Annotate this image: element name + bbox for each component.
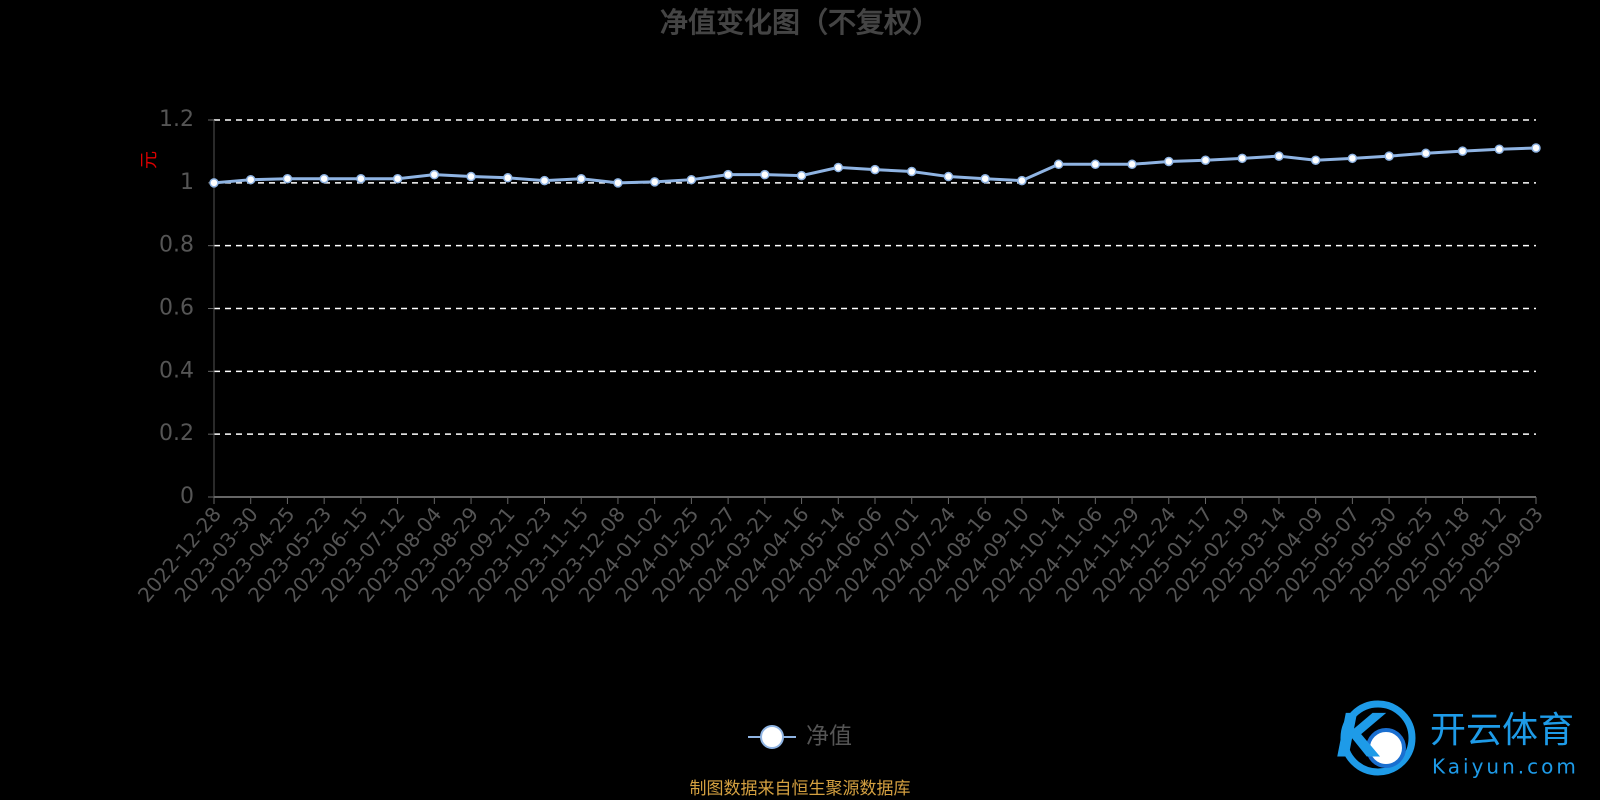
data-point [209, 178, 219, 188]
data-point [686, 174, 697, 185]
data-point [613, 178, 623, 188]
y-tick-label: 1 [180, 170, 194, 195]
data-point [943, 171, 954, 182]
data-point [649, 177, 660, 187]
y-tick-label: 0.6 [159, 296, 194, 321]
y-tick-label: 0.4 [159, 358, 194, 383]
data-point [723, 169, 733, 180]
data-point [1017, 175, 1027, 186]
data-point [1274, 151, 1284, 161]
y-tick-label: 0.2 [159, 421, 194, 446]
data-point [539, 175, 550, 186]
data-point [1421, 148, 1431, 159]
data-point [1200, 155, 1211, 165]
data-point [1053, 159, 1064, 170]
data-point [906, 166, 917, 177]
data-point [980, 173, 990, 184]
data-point [1531, 143, 1541, 153]
y-axis-label: 元 [139, 151, 160, 169]
data-point [319, 173, 329, 184]
data-point [245, 174, 256, 185]
data-point [576, 173, 586, 184]
logo-ball [1366, 728, 1406, 768]
watermark: K 开云体育 Kaiyun.com [1336, 700, 1579, 779]
chart-title: 净值变化图（不复权） [660, 6, 940, 39]
data-point [356, 173, 366, 184]
data-point [1494, 144, 1505, 154]
y-tick-label: 0.8 [159, 233, 194, 258]
y-tick-label: 0 [180, 484, 194, 509]
data-point [1164, 156, 1174, 167]
data-point [796, 170, 807, 181]
data-point [1310, 155, 1321, 165]
data-point [1090, 159, 1101, 170]
data-point [870, 164, 880, 175]
legend-marker [760, 725, 784, 749]
data-point [1237, 153, 1247, 164]
data-point [503, 173, 513, 183]
data-point [282, 173, 293, 184]
data-point [466, 171, 476, 182]
data-point [1457, 146, 1468, 156]
data-point [392, 173, 403, 184]
data-point [1384, 151, 1394, 161]
data-point [429, 169, 440, 180]
watermark-url: Kaiyun.com [1432, 755, 1579, 779]
data-point [1347, 153, 1358, 164]
data-point [1127, 159, 1137, 170]
legend-label: 净值 [806, 724, 852, 750]
logo-k: K [1336, 702, 1387, 772]
watermark-title: 开云体育 [1430, 710, 1574, 751]
data-point [760, 169, 770, 180]
y-tick-label: 1.2 [159, 107, 194, 132]
logo-ring [1340, 700, 1416, 776]
data-point [833, 162, 844, 173]
source-note: 制图数据来自恒生聚源数据库 [690, 779, 911, 799]
